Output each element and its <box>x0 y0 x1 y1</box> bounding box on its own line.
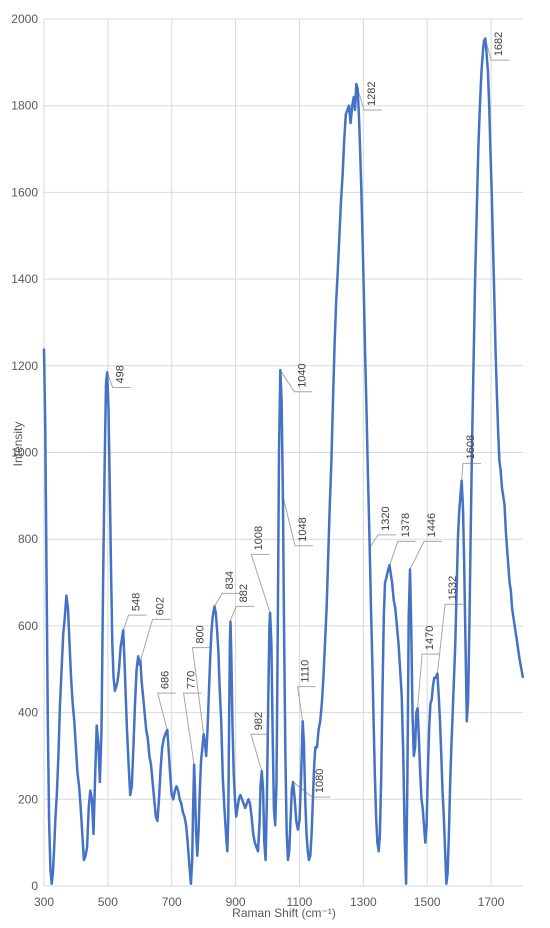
peak-label: 602 <box>155 597 167 615</box>
peak-leader-line <box>214 592 241 607</box>
y-axis-title: Intensity <box>11 422 25 467</box>
peak-label: 982 <box>253 712 265 730</box>
y-tick-label: 1200 <box>11 359 38 373</box>
peak-label: 1608 <box>465 435 477 459</box>
gridlines <box>43 18 523 887</box>
peak-label: 882 <box>238 584 250 602</box>
peak-label: 1446 <box>426 513 438 537</box>
peak-label: 1008 <box>253 526 265 550</box>
series-layer <box>42 37 525 886</box>
peak-leader-line <box>279 369 313 393</box>
x-tick-label: 500 <box>98 895 118 909</box>
y-tick-label: 2000 <box>11 12 38 26</box>
peak-leader-line <box>436 603 464 674</box>
peak-leader-line <box>122 614 147 631</box>
y-tick-label: 1000 <box>11 446 38 460</box>
peak-leader-line <box>182 692 202 765</box>
peak-leader-line <box>157 692 176 731</box>
peak-leader-line <box>417 653 441 709</box>
peak-label: 548 <box>131 593 143 611</box>
peak-label: 1320 <box>380 506 392 530</box>
peak-leader-line <box>191 647 211 735</box>
peak-label: 1282 <box>366 82 378 106</box>
peak-leader-line <box>461 462 481 481</box>
peak-label: 1040 <box>296 363 308 387</box>
peak-label: 834 <box>224 571 236 589</box>
peak-leader-line <box>296 686 316 722</box>
x-tick-label: 900 <box>226 895 246 909</box>
y-tick-label: 400 <box>18 706 38 720</box>
y-tick-label: 1400 <box>11 272 38 286</box>
peak-label: 1080 <box>314 769 326 793</box>
peak-leader-line <box>282 495 313 547</box>
axis-ticks: 0 200 400 600 800 1000 1200 1400 1600 1800 2000 300… <box>11 12 504 909</box>
x-axis-title: Raman Shift (cm⁻¹) <box>232 906 336 920</box>
peak-leader-line <box>357 88 382 111</box>
x-tick-label: 700 <box>162 895 182 909</box>
y-tick-label: 200 <box>18 792 38 806</box>
x-tick-label: 1500 <box>414 895 441 909</box>
peak-label: 1682 <box>493 32 505 56</box>
peak-label: 686 <box>160 671 172 689</box>
peak-label: 770 <box>186 671 198 689</box>
peak-leader-line <box>484 38 510 61</box>
spectrum-line <box>42 37 525 886</box>
peak-leader-line <box>250 733 269 772</box>
peak-label: 1532 <box>447 576 459 600</box>
peak-leader-line <box>387 540 416 570</box>
peak-leader-line <box>106 372 131 388</box>
peak-leader-line <box>229 605 255 622</box>
peak-label: 1110 <box>300 660 312 683</box>
peak-label: 1378 <box>400 513 412 537</box>
x-tick-label: 1700 <box>478 895 505 909</box>
peak-leader-line <box>139 618 171 661</box>
x-tick-label: 300 <box>34 895 54 909</box>
y-tick-label: 1600 <box>11 185 38 199</box>
y-tick-label: 800 <box>18 532 38 546</box>
peak-label: 800 <box>194 625 206 643</box>
peak-leader-line <box>409 540 443 570</box>
peak-label: 1470 <box>424 626 436 650</box>
x-tick-label: 1100 <box>287 895 313 909</box>
y-tick-label: 600 <box>18 619 38 633</box>
y-tick-label: 0 <box>31 879 38 893</box>
x-tick-label: 1300 <box>350 895 377 909</box>
peak-label: 1048 <box>297 517 309 541</box>
peak-label: 498 <box>115 365 127 383</box>
peak-leader-line <box>369 534 397 549</box>
peak-leader-line <box>250 553 271 614</box>
y-tick-label: 1800 <box>11 99 38 113</box>
